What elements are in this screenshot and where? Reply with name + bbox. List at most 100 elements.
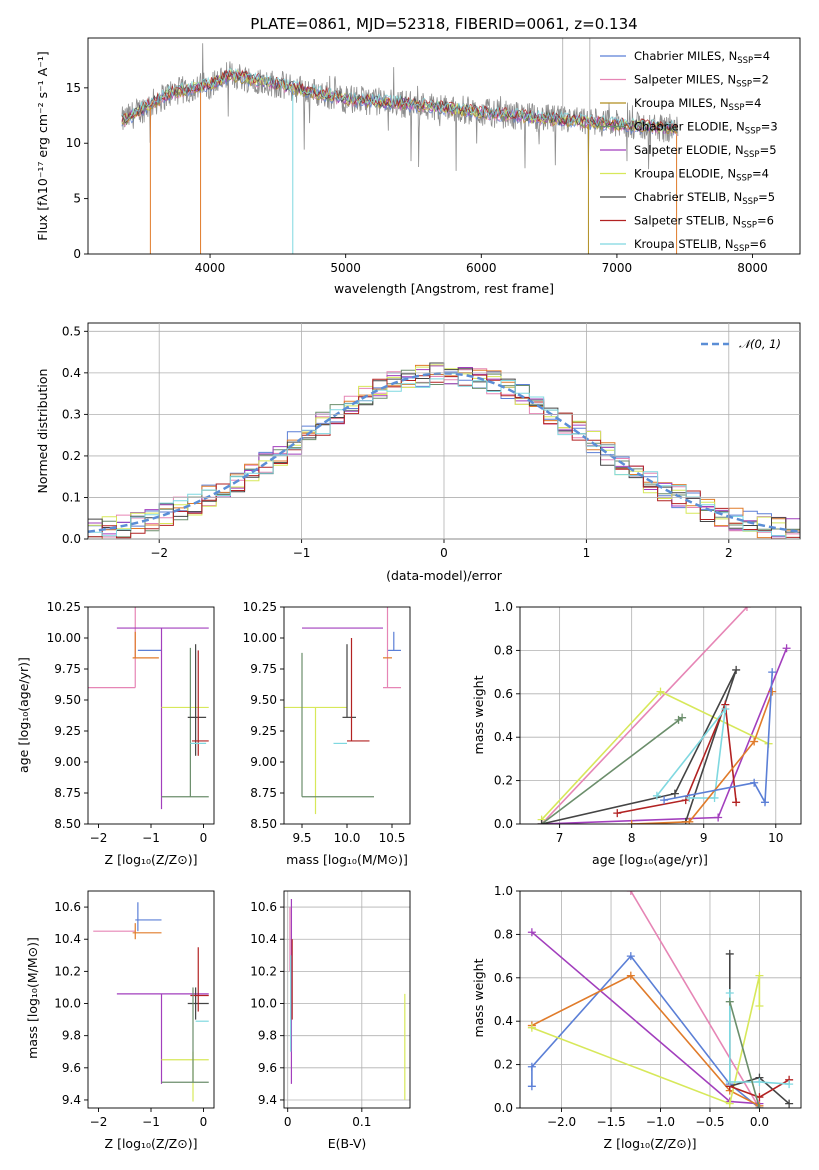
mZ-ylabel: mass [log₁₀(M/M⊙)] xyxy=(25,937,40,1059)
legend-label: Chabrier STELIB, NSSP=5 xyxy=(634,190,775,207)
mass-vs-Z-ytick-label: 10.2 xyxy=(54,964,81,978)
weight-vs-Z-xtick-label: 0.0 xyxy=(750,1115,769,1129)
mass-vs-Z-xtick-label: 0 xyxy=(200,1115,208,1129)
weight-marker xyxy=(760,798,769,807)
weight-marker xyxy=(685,817,694,824)
weight-marker xyxy=(660,796,669,805)
weight-marker xyxy=(537,820,546,824)
residual-xtick-label: −2 xyxy=(150,546,168,560)
weight-vs-age-xtick-label: 8 xyxy=(628,831,636,845)
weight-marker xyxy=(782,644,791,653)
age-vs-mass-panel: 9.5 10.0 10.5 8.50 8.75 9.00 9.25 9.50 9.75 10.00… xyxy=(243,600,411,845)
age-vs-Z-ytick-label: 8.75 xyxy=(54,786,81,800)
spectrum-ytick-label: 15 xyxy=(66,81,81,95)
ageM-xlabel: mass [log₁₀(M/M⊙)] xyxy=(286,852,408,867)
weight-marker xyxy=(768,687,777,696)
weight-vs-age-ytick-label: 0.6 xyxy=(494,687,513,701)
weight-vs-Z-ytick-label: 0.4 xyxy=(494,1014,513,1028)
age-vs-mass-frame xyxy=(283,606,411,825)
weight-vs-Z-ytick-label: 0.8 xyxy=(494,927,513,941)
age-vs-mass-ytick-label: 9.00 xyxy=(250,755,277,769)
residual-ticks: −2 −1 0 1 2 0.0 0.1 0.2 0.3 0.4 0.5 xyxy=(62,323,800,560)
weight-line xyxy=(541,607,748,824)
spectrum-xlabel: wavelength [Angstrom, rest frame] xyxy=(334,281,554,296)
weight-marker xyxy=(755,1002,764,1011)
weight-marker xyxy=(670,789,679,798)
mass-vs-ebv-frame xyxy=(283,890,411,1109)
legend-label: Salpeter MILES, NSSP=2 xyxy=(634,73,769,90)
weight-vs-Z-xtick-label: −1.0 xyxy=(646,1115,675,1129)
weight-line xyxy=(541,669,737,824)
weight-marker xyxy=(527,1062,536,1071)
residual-ytick-label: 0.4 xyxy=(62,366,81,380)
mass-vs-ebv-panel: 0 0.1 9.4 9.6 9.8 10.0 10.2 10.4 10.6 xyxy=(250,890,411,1129)
age-vs-Z-xtick-label: −1 xyxy=(142,831,160,845)
weight-marker xyxy=(674,715,683,724)
mass-vs-Z-xtick-label: −2 xyxy=(90,1115,108,1129)
age-vs-mass-ytick-label: 10.25 xyxy=(243,600,277,614)
weight-marker xyxy=(732,798,741,807)
mass-vs-ebv-xtick-label: 0 xyxy=(284,1115,292,1129)
weight-marker xyxy=(755,1104,764,1108)
age-vs-Z-ytick-label: 9.25 xyxy=(54,724,81,738)
weight-marker xyxy=(527,1023,536,1032)
mass-vs-Z-ytick-label: 9.6 xyxy=(62,1061,81,1075)
mass-vs-ebv-marks xyxy=(289,899,406,1100)
residual-xtick-label: 0 xyxy=(440,546,448,560)
weight-marker xyxy=(785,1080,794,1089)
weight-vs-age-ytick-label: 0.0 xyxy=(494,817,513,831)
mass-vs-ebv-ytick-label: 10.4 xyxy=(250,932,277,946)
age-vs-Z-ytick-label: 8.50 xyxy=(54,817,81,831)
spectrum-xtick-label: 5000 xyxy=(330,261,361,275)
mass-vs-Z-marks xyxy=(93,902,209,1102)
weight-marker xyxy=(527,1082,536,1091)
age-vs-mass-xtick-label: 10.0 xyxy=(334,831,361,845)
weight-vs-age-xtick-label: 7 xyxy=(556,831,564,845)
weight-line xyxy=(617,704,737,814)
weight-marker xyxy=(613,809,622,818)
mass-vs-Z-ytick-label: 10.0 xyxy=(54,997,81,1011)
legend-label: Kroupa STELIB, NSSP=6 xyxy=(634,237,766,254)
weight-vs-Z-ytick-label: 1.0 xyxy=(494,884,513,898)
age-vs-mass-ytick-label: 9.50 xyxy=(250,693,277,707)
weight-marker xyxy=(527,928,536,937)
weight-marker xyxy=(732,665,741,674)
spectrum-panel: PLATE=0861, MJD=52318, FIBERID=0061, z=0… xyxy=(35,15,801,296)
weight-vs-Z-xtick-label: −1.5 xyxy=(596,1115,625,1129)
weight-marker xyxy=(626,971,635,980)
age-vs-mass-ytick-label: 9.75 xyxy=(250,662,277,676)
residual-panel: −2 −1 0 1 2 0.0 0.1 0.2 0.3 0.4 0.5 𝒩(0, 1) (data-… xyxy=(35,322,801,583)
weight-marker xyxy=(785,1099,794,1108)
legend-normal-label: 𝒩(0, 1) xyxy=(739,337,781,351)
parameter-panels: −2 −1 0 8.50 8.75 9.00 9.25 9.50 9.75 10.0 0 10.25 9… xyxy=(47,600,802,1129)
mass-vs-ebv-ytick-label: 10.2 xyxy=(250,964,277,978)
weight-marker xyxy=(755,971,764,980)
weight-marker xyxy=(750,778,759,787)
spectrum-frame xyxy=(87,37,801,255)
weight-vs-age-xtick-label: 9 xyxy=(700,831,708,845)
age-vs-Z-marks xyxy=(88,607,209,810)
weight-line xyxy=(729,993,790,1085)
spectrum-legend: Chabrier MILES, NSSP=4 Salpeter MILES, NS… xyxy=(600,49,778,254)
weight-vs-age-ytick-label: 1.0 xyxy=(494,600,513,614)
age-vs-Z-ytick-label: 10.25 xyxy=(47,600,81,614)
age-vs-Z-panel: −2 −1 0 8.50 8.75 9.00 9.25 9.50 9.75 10.00 10.25 xyxy=(47,600,215,845)
weight-line xyxy=(729,1001,761,1108)
mass-vs-Z-ytick-label: 9.4 xyxy=(62,1093,81,1107)
residual-xtick-label: 1 xyxy=(583,546,591,560)
weight-vs-Z-ytick-label: 0.6 xyxy=(494,971,513,985)
wZ-ylabel: mass weight xyxy=(471,958,486,1037)
weight-vs-Z-marks xyxy=(527,891,794,1108)
weight-vs-Z-ytick-label: 0.0 xyxy=(494,1101,513,1115)
age-vs-mass-ytick-label: 9.25 xyxy=(250,724,277,738)
weight-vs-age-frame xyxy=(519,606,802,825)
weight-marker xyxy=(755,1077,764,1086)
weight-marker xyxy=(725,997,734,1006)
weight-vs-Z-ytick-label: 0.2 xyxy=(494,1058,513,1072)
age-vs-Z-frame xyxy=(87,606,215,825)
weight-vs-age-marks xyxy=(537,607,791,824)
weight-vs-age-ytick-label: 0.8 xyxy=(494,643,513,657)
age-vs-mass-ytick-label: 8.50 xyxy=(250,817,277,831)
mass-vs-ebv-ytick-label: 10.0 xyxy=(250,997,277,1011)
age-vs-mass-ytick-label: 8.75 xyxy=(250,786,277,800)
